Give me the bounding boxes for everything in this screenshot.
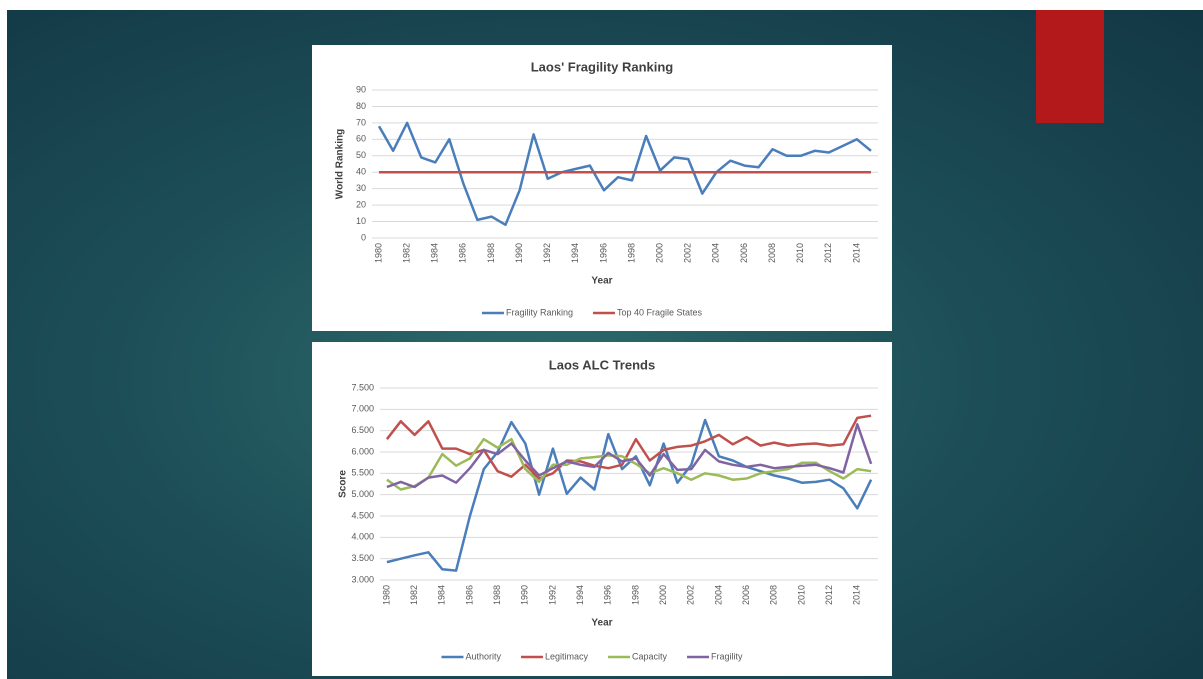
x-tick-label: 2004 xyxy=(713,585,723,605)
x-tick-label: 2000 xyxy=(658,585,668,605)
y-tick-label: 20 xyxy=(356,199,366,209)
y-tick-label: 50 xyxy=(356,150,366,160)
x-tick-label: 1992 xyxy=(547,585,557,605)
y-tick-label: 4.500 xyxy=(351,510,374,520)
y-tick-label: 5.000 xyxy=(351,489,374,499)
legend-label: Authority xyxy=(465,651,501,661)
x-tick-label: 2004 xyxy=(711,243,721,263)
x-axis-title: Year xyxy=(591,618,612,629)
legend-label: Top 40 Fragile States xyxy=(617,307,703,317)
x-tick-label: 1994 xyxy=(570,243,580,263)
x-tick-label: 1982 xyxy=(402,243,412,263)
series-line xyxy=(385,414,872,480)
x-tick-label: 1982 xyxy=(409,585,419,605)
y-tick-label: 40 xyxy=(356,167,366,177)
y-axis-title: Score xyxy=(338,470,349,498)
y-tick-label: 4.000 xyxy=(351,532,374,542)
y-tick-label: 80 xyxy=(356,101,366,111)
x-tick-label: 1998 xyxy=(626,243,636,263)
accent-block xyxy=(1036,10,1104,123)
x-tick-label: 2006 xyxy=(741,585,751,605)
x-tick-label: 2008 xyxy=(767,243,777,263)
x-tick-label: 2010 xyxy=(795,243,805,263)
legend-label: Fragility Ranking xyxy=(506,307,573,317)
x-tick-label: 1992 xyxy=(542,243,552,263)
y-tick-label: 6.000 xyxy=(351,446,374,456)
x-tick-label: 1986 xyxy=(458,243,468,263)
series-line xyxy=(377,121,872,227)
x-tick-label: 1984 xyxy=(430,243,440,263)
y-tick-label: 7.000 xyxy=(351,404,374,414)
y-tick-label: 60 xyxy=(356,134,366,144)
x-tick-label: 2000 xyxy=(655,243,665,263)
x-tick-label: 1984 xyxy=(437,585,447,605)
x-tick-label: 2006 xyxy=(739,243,749,263)
x-tick-label: 2014 xyxy=(852,585,862,605)
x-tick-label: 2010 xyxy=(796,585,806,605)
x-tick-label: 1990 xyxy=(520,585,530,605)
x-tick-label: 1988 xyxy=(492,585,502,605)
x-tick-label: 1990 xyxy=(514,243,524,263)
legend-label: Legitimacy xyxy=(545,651,589,661)
x-tick-label: 1986 xyxy=(464,585,474,605)
series-line xyxy=(386,418,873,572)
x-tick-label: 2002 xyxy=(683,243,693,263)
chart-title: Laos ALC Trends xyxy=(549,357,655,372)
x-tick-label: 2012 xyxy=(823,243,833,263)
chart-title: Laos' Fragility Ranking xyxy=(531,59,674,74)
y-tick-label: 6.500 xyxy=(351,425,374,435)
x-tick-label: 1988 xyxy=(486,243,496,263)
y-tick-label: 3.500 xyxy=(351,553,374,563)
chart-panel xyxy=(312,342,892,676)
y-tick-label: 0 xyxy=(361,232,366,242)
y-tick-label: 7.500 xyxy=(351,382,374,392)
legend-label: Capacity xyxy=(632,651,668,661)
y-tick-label: 70 xyxy=(356,117,366,127)
x-tick-label: 1996 xyxy=(598,243,608,263)
y-tick-label: 90 xyxy=(356,84,366,94)
x-tick-label: 2012 xyxy=(824,585,834,605)
x-tick-label: 1998 xyxy=(630,585,640,605)
x-tick-label: 2008 xyxy=(769,585,779,605)
series-line xyxy=(386,423,873,489)
legend-label: Fragility xyxy=(711,651,743,661)
y-tick-label: 5.500 xyxy=(351,468,374,478)
y-tick-label: 10 xyxy=(356,216,366,226)
x-tick-label: 1980 xyxy=(381,585,391,605)
x-tick-label: 2002 xyxy=(686,585,696,605)
y-axis-title: World Ranking xyxy=(335,129,346,199)
x-axis-title: Year xyxy=(591,276,612,287)
y-tick-label: 3.000 xyxy=(351,574,374,584)
y-tick-label: 30 xyxy=(356,183,366,193)
x-tick-label: 1980 xyxy=(373,243,383,263)
x-tick-label: 1996 xyxy=(603,585,613,605)
x-tick-label: 2014 xyxy=(851,243,861,263)
x-tick-label: 1994 xyxy=(575,585,585,605)
